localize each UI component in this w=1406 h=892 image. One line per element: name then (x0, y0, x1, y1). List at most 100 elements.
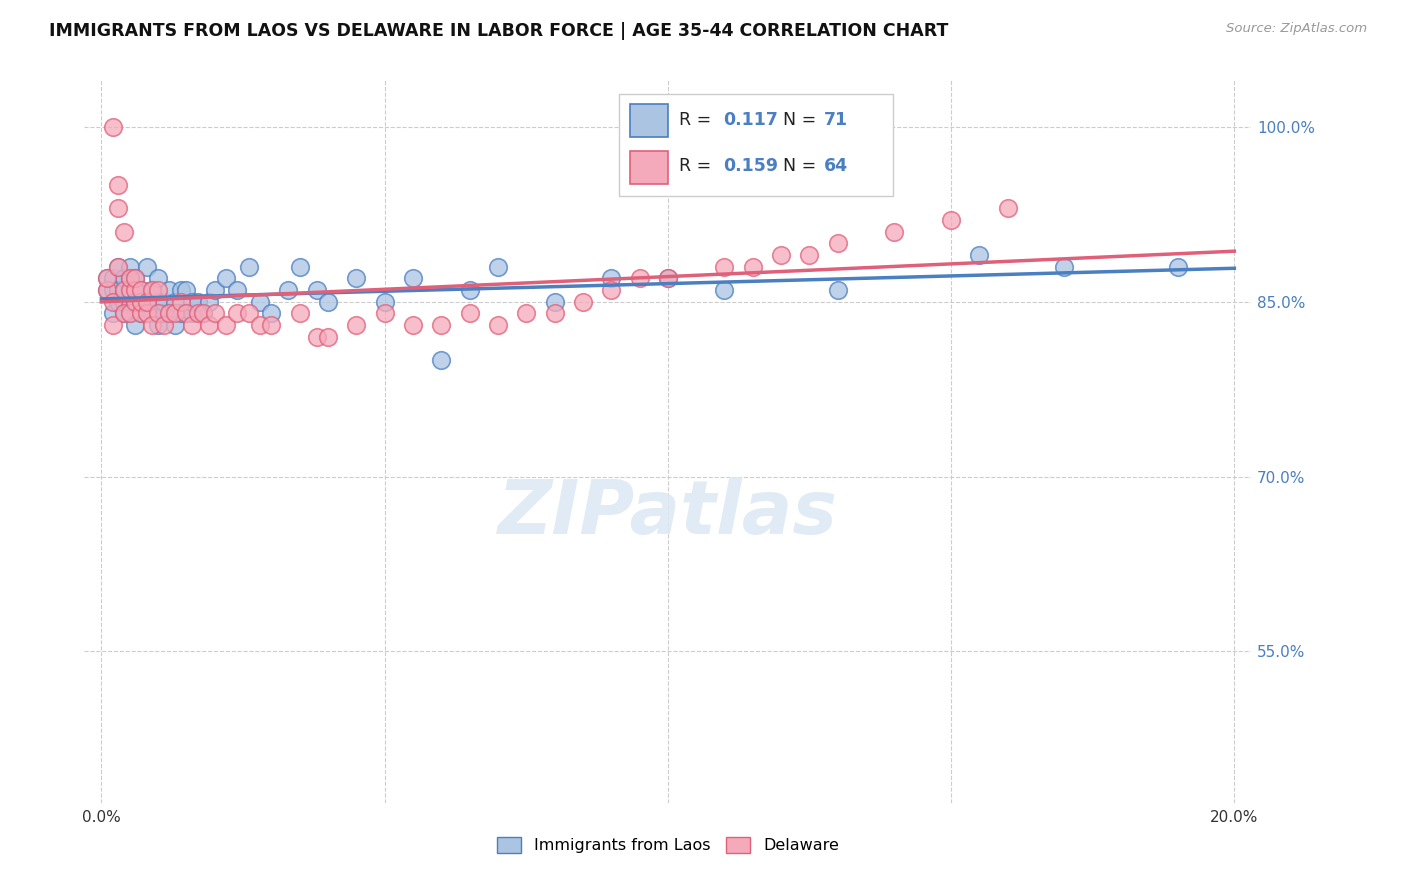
Point (146, 283, 169, 297)
Point (799, 248, 821, 262)
Point (101, 294, 124, 309)
Point (169, 306, 191, 320)
Point (112, 283, 135, 297)
Point (163, 306, 186, 320)
Point (129, 306, 152, 320)
Point (515, 306, 537, 320)
Point (107, 178, 129, 193)
Point (152, 318, 174, 332)
Text: Source: ZipAtlas.com: Source: ZipAtlas.com (1226, 22, 1367, 36)
Point (344, 271, 367, 285)
Point (215, 318, 238, 332)
Text: ZIPatlas: ZIPatlas (498, 477, 838, 550)
Text: 0.159: 0.159 (723, 157, 778, 175)
FancyBboxPatch shape (630, 104, 668, 136)
Point (163, 294, 186, 309)
Point (430, 318, 453, 332)
Point (96, 271, 118, 285)
Point (204, 283, 226, 297)
Point (118, 306, 141, 320)
Point (1167, 260, 1189, 274)
Point (344, 318, 367, 332)
Point (543, 306, 565, 320)
Point (107, 260, 129, 274)
Point (96, 283, 118, 297)
Point (458, 283, 481, 297)
Text: 71: 71 (824, 111, 848, 128)
Point (146, 271, 169, 285)
Point (129, 294, 152, 309)
Point (124, 283, 146, 297)
Point (176, 306, 198, 320)
Point (198, 318, 221, 332)
Point (112, 294, 135, 309)
Point (107, 202, 129, 216)
Point (118, 283, 141, 297)
Point (969, 248, 991, 262)
Point (600, 283, 623, 297)
Point (198, 294, 221, 309)
Point (572, 294, 595, 309)
Point (288, 306, 311, 320)
Point (1053, 260, 1076, 274)
Point (141, 283, 163, 297)
Point (112, 306, 135, 320)
Point (305, 283, 328, 297)
Point (118, 294, 141, 309)
Point (118, 306, 141, 320)
Point (112, 283, 135, 297)
Point (176, 306, 198, 320)
Text: N =: N = (783, 157, 823, 175)
Point (141, 306, 163, 320)
Point (152, 306, 174, 320)
Point (157, 306, 180, 320)
Point (374, 294, 396, 309)
Point (204, 306, 226, 320)
Point (135, 306, 157, 320)
Point (107, 283, 129, 297)
Point (124, 294, 146, 309)
Point (169, 294, 191, 309)
Point (163, 318, 186, 332)
Point (187, 294, 209, 309)
Point (129, 283, 152, 297)
Point (458, 306, 481, 320)
FancyBboxPatch shape (619, 94, 893, 196)
Point (543, 294, 565, 309)
Point (107, 260, 129, 274)
Point (770, 248, 793, 262)
Point (238, 260, 260, 274)
FancyBboxPatch shape (630, 151, 668, 184)
Point (141, 283, 163, 297)
Point (118, 271, 141, 285)
Point (939, 213, 962, 227)
Point (883, 225, 905, 239)
Point (827, 283, 849, 297)
Point (288, 260, 311, 274)
Point (152, 294, 174, 309)
Point (146, 294, 169, 309)
Point (249, 294, 271, 309)
Point (135, 260, 157, 274)
Point (657, 271, 679, 285)
Point (124, 294, 146, 309)
Point (135, 294, 157, 309)
Point (277, 283, 299, 297)
Point (997, 202, 1019, 216)
Point (124, 318, 146, 332)
Point (260, 318, 283, 332)
Point (713, 283, 735, 297)
Point (146, 306, 169, 320)
Point (124, 271, 146, 285)
Point (129, 294, 152, 309)
Point (741, 260, 763, 274)
Point (260, 306, 283, 320)
Text: IMMIGRANTS FROM LAOS VS DELAWARE IN LABOR FORCE | AGE 35-44 CORRELATION CHART: IMMIGRANTS FROM LAOS VS DELAWARE IN LABO… (49, 22, 949, 40)
Point (135, 294, 157, 309)
Point (187, 306, 209, 320)
Point (181, 294, 204, 309)
Point (118, 271, 141, 285)
Point (486, 260, 509, 274)
Point (316, 329, 339, 343)
Text: 64: 64 (824, 157, 848, 175)
